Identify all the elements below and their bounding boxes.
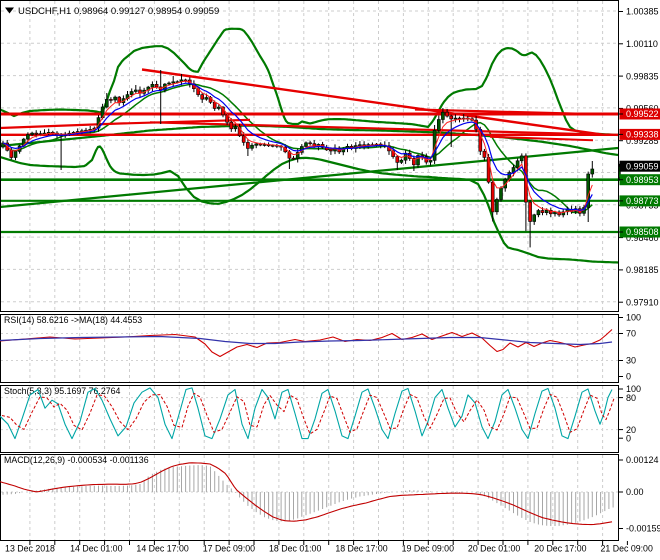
svg-text:0.98508: 0.98508 xyxy=(626,227,659,237)
svg-text:20 Dec 01:00: 20 Dec 01:00 xyxy=(468,544,520,554)
svg-text:14 Dec 17:00: 14 Dec 17:00 xyxy=(136,544,188,554)
svg-text:20 Dec 17:00: 20 Dec 17:00 xyxy=(534,544,586,554)
svg-text:RSI(14) 58.6216 ->MA(18) 44.4: RSI(14) 58.6216 ->MA(18) 44.4553 xyxy=(4,315,142,325)
svg-text:0.97910: 0.97910 xyxy=(626,297,659,307)
svg-text:80: 80 xyxy=(626,393,636,403)
svg-text:1.00385: 1.00385 xyxy=(626,7,659,17)
svg-text:0.99522: 0.99522 xyxy=(626,109,659,119)
svg-text:0.99338: 0.99338 xyxy=(626,130,659,140)
svg-text:0: 0 xyxy=(626,433,631,443)
svg-text:21 Dec 09:00: 21 Dec 09:00 xyxy=(601,544,653,554)
svg-text:13 Dec 2018: 13 Dec 2018 xyxy=(5,544,55,554)
svg-text:0.98953: 0.98953 xyxy=(626,175,659,185)
svg-text:100: 100 xyxy=(626,313,641,323)
svg-text:0.00: 0.00 xyxy=(626,487,644,497)
svg-text:0.98460: 0.98460 xyxy=(626,233,659,243)
svg-text:0.99285: 0.99285 xyxy=(626,136,659,146)
svg-text:1.00110: 1.00110 xyxy=(626,39,658,49)
svg-text:USDCHF,H1 0.98964 0.99127 0.9: USDCHF,H1 0.98964 0.99127 0.98954 0.9905… xyxy=(18,6,219,17)
svg-text:0.99835: 0.99835 xyxy=(626,71,659,81)
svg-text:0: 0 xyxy=(626,372,631,382)
svg-text:0.00124: 0.00124 xyxy=(626,455,659,465)
svg-text:MACD(12,26,9) -0.000534 -0.001: MACD(12,26,9) -0.000534 -0.001136 xyxy=(4,455,149,465)
svg-text:19 Dec 09:00: 19 Dec 09:00 xyxy=(402,544,454,554)
svg-text:30: 30 xyxy=(626,356,636,366)
svg-text:18 Dec 01:00: 18 Dec 01:00 xyxy=(269,544,321,554)
svg-text:14 Dec 01:00: 14 Dec 01:00 xyxy=(70,544,122,554)
svg-text:0.98773: 0.98773 xyxy=(626,196,659,206)
svg-text:20: 20 xyxy=(626,425,636,435)
svg-text:18 Dec 17:00: 18 Dec 17:00 xyxy=(335,544,387,554)
svg-text:0.98185: 0.98185 xyxy=(626,265,659,275)
svg-text:70: 70 xyxy=(626,329,636,339)
svg-text:17 Dec 09:00: 17 Dec 09:00 xyxy=(203,544,255,554)
svg-text:100: 100 xyxy=(626,384,641,394)
svg-text:Stoch(5,3,3) 95.1697 76.2764: Stoch(5,3,3) 95.1697 76.2764 xyxy=(4,386,121,396)
svg-text:0.99059: 0.99059 xyxy=(626,161,659,171)
